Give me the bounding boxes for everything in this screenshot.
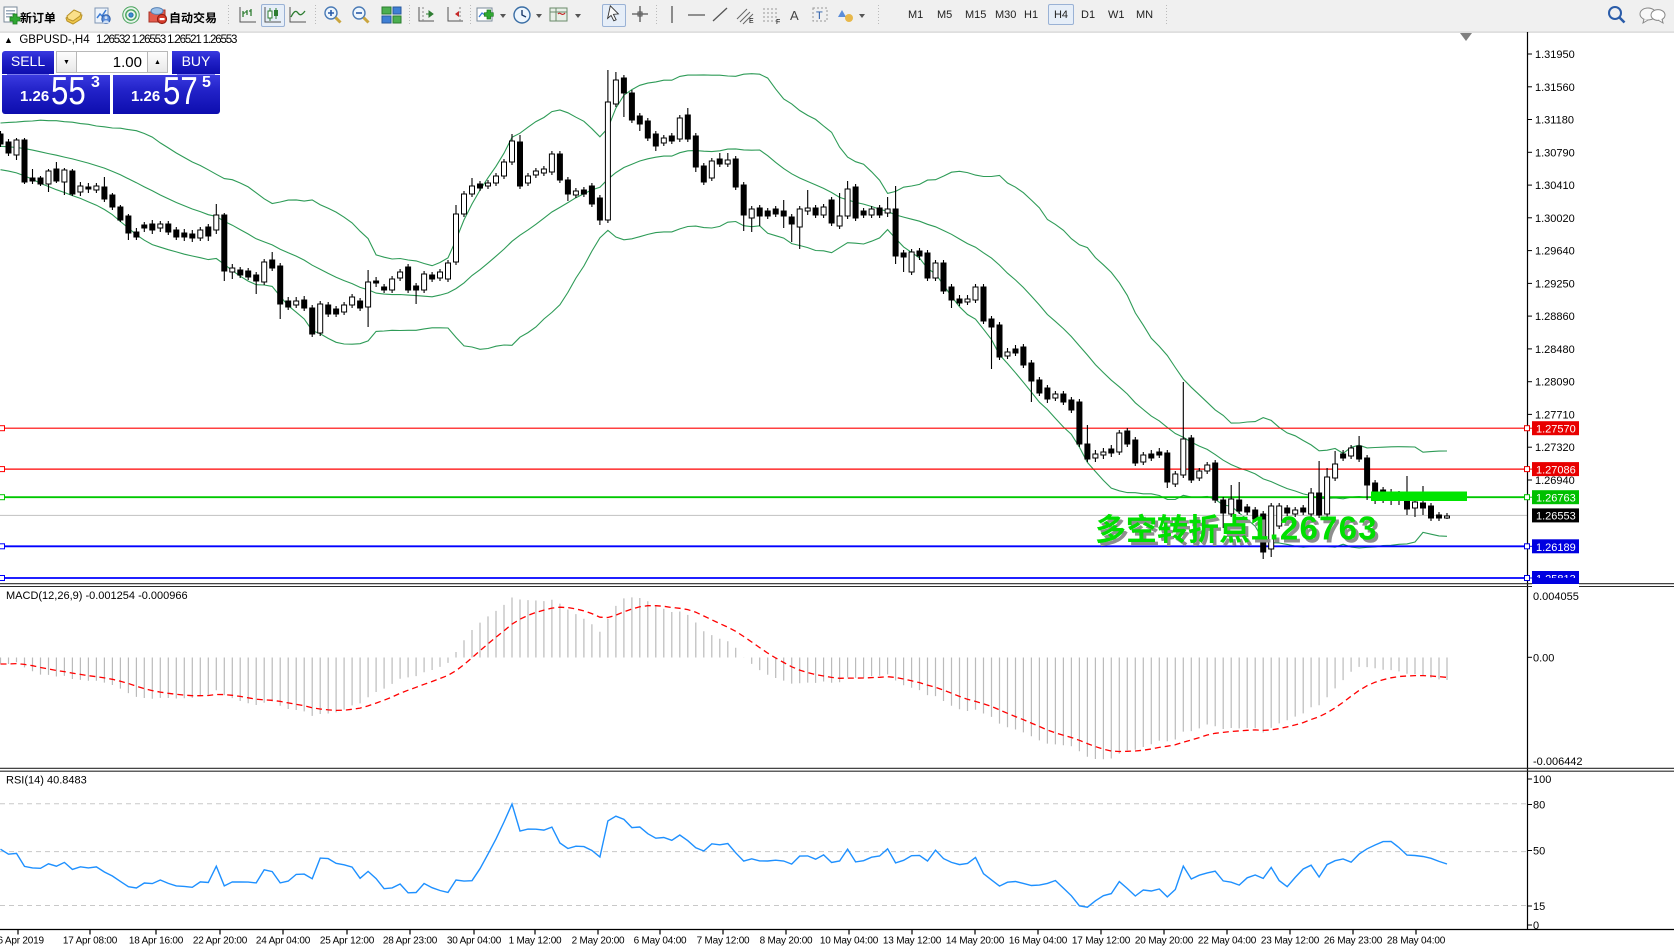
svg-text:22 May 04:00: 22 May 04:00 <box>1198 936 1257 947</box>
svg-text:0.004055: 0.004055 <box>1533 591 1579 603</box>
svg-text:1.26189: 1.26189 <box>1536 542 1576 554</box>
svg-text:10 May 04:00: 10 May 04:00 <box>820 936 879 947</box>
svg-text:100: 100 <box>1533 774 1551 786</box>
svg-text:13 May 12:00: 13 May 12:00 <box>883 936 942 947</box>
svg-text:7 May 12:00: 7 May 12:00 <box>697 936 750 947</box>
svg-text:28 Apr 23:00: 28 Apr 23:00 <box>383 936 438 947</box>
svg-text:F: F <box>776 19 780 26</box>
svg-text:16 May 04:00: 16 May 04:00 <box>1009 936 1068 947</box>
svg-text:RSI(14) 40.8483: RSI(14) 40.8483 <box>6 775 87 787</box>
svg-text:17 Apr 08:00: 17 Apr 08:00 <box>63 936 118 947</box>
svg-text:1 May 12:00: 1 May 12:00 <box>509 936 562 947</box>
svg-text:1.29250: 1.29250 <box>1535 278 1575 290</box>
svg-text:0.00: 0.00 <box>1533 652 1554 664</box>
svg-text:-0.006442: -0.006442 <box>1533 756 1583 768</box>
svg-text:15: 15 <box>1533 901 1545 913</box>
svg-text:22 Apr 20:00: 22 Apr 20:00 <box>193 936 248 947</box>
svg-text:T: T <box>816 10 823 22</box>
svg-text:1.27320: 1.27320 <box>1535 442 1575 454</box>
svg-text:0: 0 <box>1533 920 1539 932</box>
svg-text:1.28090: 1.28090 <box>1535 377 1575 389</box>
svg-text:30 Apr 04:00: 30 Apr 04:00 <box>447 936 502 947</box>
svg-text:1.26940: 1.26940 <box>1535 475 1575 487</box>
svg-text:8 May 20:00: 8 May 20:00 <box>760 936 813 947</box>
svg-text:1.28480: 1.28480 <box>1535 344 1575 356</box>
svg-text:1.27086: 1.27086 <box>1536 465 1576 477</box>
svg-text:2 May 20:00: 2 May 20:00 <box>572 936 625 947</box>
svg-text:25 Apr 12:00: 25 Apr 12:00 <box>320 936 375 947</box>
svg-text:1.31560: 1.31560 <box>1535 82 1575 94</box>
svg-text:26 May 23:00: 26 May 23:00 <box>1324 936 1383 947</box>
svg-text:1.27710: 1.27710 <box>1535 409 1575 421</box>
svg-text:1.31950: 1.31950 <box>1535 49 1575 61</box>
svg-text:1.26763: 1.26763 <box>1253 513 1381 550</box>
svg-text:1.30790: 1.30790 <box>1535 147 1575 159</box>
svg-text:1.30410: 1.30410 <box>1535 180 1575 192</box>
svg-text:50: 50 <box>1533 846 1545 858</box>
svg-text:23 May 12:00: 23 May 12:00 <box>1261 936 1320 947</box>
svg-text:80: 80 <box>1533 800 1545 812</box>
svg-text:E: E <box>749 18 754 25</box>
svg-text:1.27570: 1.27570 <box>1536 424 1576 436</box>
svg-text:1.29640: 1.29640 <box>1535 246 1575 258</box>
svg-text:1.31180: 1.31180 <box>1535 115 1574 127</box>
svg-text:1.26553: 1.26553 <box>1536 510 1576 522</box>
svg-text:A: A <box>790 8 799 23</box>
svg-text:1.30020: 1.30020 <box>1535 213 1575 225</box>
svg-text:1.28860: 1.28860 <box>1535 311 1575 323</box>
svg-text:28 May 04:00: 28 May 04:00 <box>1387 936 1446 947</box>
svg-text:MACD(12,26,9) -0.001254 -0.000: MACD(12,26,9) -0.001254 -0.000966 <box>6 590 188 602</box>
svg-text:17 May 12:00: 17 May 12:00 <box>1072 936 1131 947</box>
svg-text:18 Apr 16:00: 18 Apr 16:00 <box>129 936 184 947</box>
svg-text:24 Apr 04:00: 24 Apr 04:00 <box>256 936 311 947</box>
svg-text:1.26763: 1.26763 <box>1536 493 1576 505</box>
svg-text:16 Apr 2019: 16 Apr 2019 <box>0 936 44 947</box>
svg-text:6 May 04:00: 6 May 04:00 <box>634 936 687 947</box>
svg-text:1.26763: 1.26763 <box>1250 510 1378 547</box>
svg-text:20 May 20:00: 20 May 20:00 <box>1135 936 1194 947</box>
svg-text:14 May 20:00: 14 May 20:00 <box>946 936 1005 947</box>
